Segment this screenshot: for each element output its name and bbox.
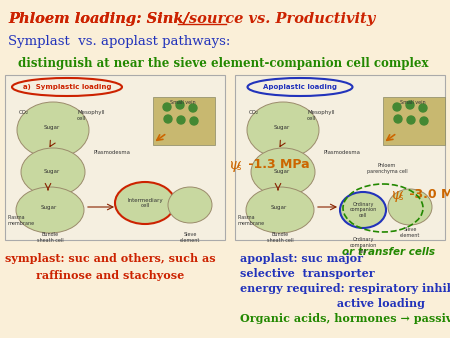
Circle shape (177, 116, 185, 124)
Circle shape (394, 115, 402, 123)
Ellipse shape (246, 187, 314, 233)
Text: Sieve
element: Sieve element (400, 227, 420, 238)
Text: Symplast  vs. apoplast pathways:: Symplast vs. apoplast pathways: (8, 35, 230, 48)
Circle shape (189, 104, 197, 112)
Text: Ordinary
companion
cell: Ordinary companion cell (349, 202, 377, 218)
Ellipse shape (251, 148, 315, 196)
Circle shape (176, 101, 184, 109)
Ellipse shape (21, 148, 85, 196)
Ellipse shape (388, 189, 432, 225)
Text: selective  transporter: selective transporter (240, 268, 374, 279)
FancyBboxPatch shape (153, 97, 215, 145)
Ellipse shape (168, 187, 212, 223)
Circle shape (406, 101, 414, 109)
FancyBboxPatch shape (383, 97, 445, 145)
Circle shape (164, 115, 172, 123)
Text: apoplast: suc major: apoplast: suc major (240, 253, 363, 264)
Circle shape (419, 104, 427, 112)
Text: Plasma
membrane: Plasma membrane (7, 215, 34, 226)
Ellipse shape (17, 102, 89, 158)
Text: Plasmodesma: Plasmodesma (93, 149, 130, 154)
Ellipse shape (16, 187, 84, 233)
Text: active loading: active loading (240, 298, 425, 309)
Ellipse shape (247, 102, 319, 158)
Text: Apoplastic loading: Apoplastic loading (263, 84, 337, 90)
Text: ψ: ψ (390, 188, 402, 202)
Text: Sugar: Sugar (44, 169, 60, 174)
Text: Phloem
parenchyma cell: Phloem parenchyma cell (367, 163, 407, 174)
Ellipse shape (115, 182, 175, 224)
Text: a)  Symplastic loading: a) Symplastic loading (23, 84, 111, 90)
Text: Plasmodesma: Plasmodesma (323, 149, 360, 154)
Text: -3.0 MPa: -3.0 MPa (405, 189, 450, 201)
Text: Small vein: Small vein (170, 100, 196, 105)
Text: raffinose and stachyose: raffinose and stachyose (36, 270, 184, 281)
Text: s: s (399, 193, 403, 202)
Circle shape (407, 116, 415, 124)
Text: Sugar: Sugar (274, 169, 290, 174)
Text: Sugar: Sugar (274, 125, 290, 130)
Circle shape (190, 117, 198, 125)
Text: Organic acids, hormones → passive: Organic acids, hormones → passive (240, 313, 450, 324)
Text: Phloem loading: Sink/source vs. Productivity: Phloem loading: Sink/source vs. Producti… (8, 12, 375, 26)
Text: Mesophyll
cell: Mesophyll cell (77, 110, 104, 121)
Text: Sugar: Sugar (271, 206, 287, 211)
Text: CO₂: CO₂ (249, 110, 259, 115)
Text: Small vein: Small vein (400, 100, 426, 105)
Text: s: s (237, 164, 241, 172)
Ellipse shape (340, 192, 386, 228)
Circle shape (420, 117, 428, 125)
Text: Sugar: Sugar (44, 125, 60, 130)
Text: Ordinary
companion
cell: Ordinary companion cell (349, 237, 377, 254)
Text: Intermediary
cell: Intermediary cell (127, 198, 163, 209)
Text: -1.3 MPa: -1.3 MPa (244, 159, 310, 171)
Circle shape (393, 103, 401, 111)
Text: Bundle
sheath cell: Bundle sheath cell (267, 232, 293, 243)
Text: or transfer cells: or transfer cells (342, 247, 435, 257)
Text: Sugar: Sugar (41, 206, 57, 211)
FancyBboxPatch shape (235, 75, 445, 240)
Text: Bundle
sheath cell: Bundle sheath cell (37, 232, 63, 243)
Text: symplast: suc and others, such as: symplast: suc and others, such as (4, 253, 215, 264)
Text: CO₂: CO₂ (19, 110, 29, 115)
Text: ψ: ψ (228, 158, 240, 172)
Text: Sieve
element: Sieve element (180, 232, 200, 243)
Text: Mesophyll
cell: Mesophyll cell (307, 110, 334, 121)
Text: energy required: respiratory inhibitors,: energy required: respiratory inhibitors, (240, 283, 450, 294)
Text: Phloem loading: Sink/: Phloem loading: Sink/ (8, 12, 189, 26)
Text: distinguish at near the sieve element-companion cell complex: distinguish at near the sieve element-co… (18, 57, 428, 70)
Circle shape (163, 103, 171, 111)
FancyBboxPatch shape (5, 75, 225, 240)
Text: Plasma
membrane: Plasma membrane (237, 215, 264, 226)
